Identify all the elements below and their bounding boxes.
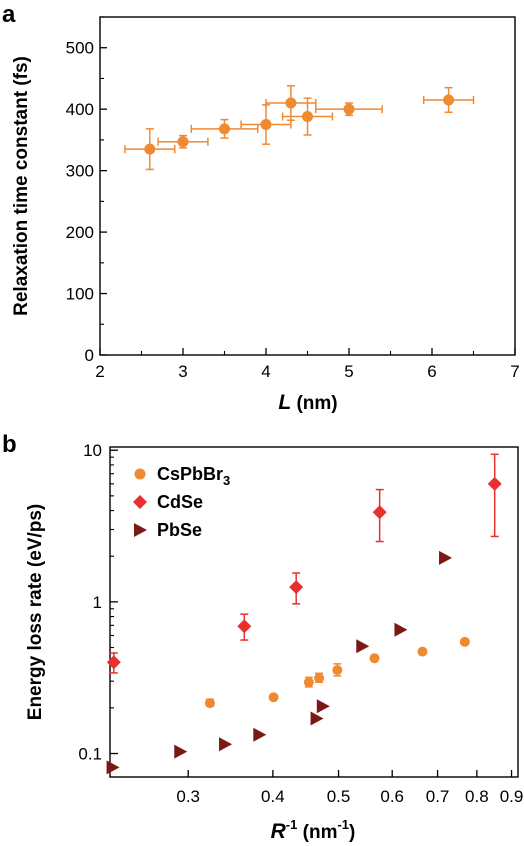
data-point-diamond (289, 580, 304, 595)
panel-a-axes: 2 3 4 5 6 7 0 100 200 300 400 500 (66, 16, 520, 381)
x-tick-label: 3 (178, 362, 187, 381)
panel-b-data (106, 453, 502, 775)
panel-b-plot-frame (109, 446, 519, 778)
x-tick-label: 0.7 (426, 787, 450, 806)
legend-marker-cspbbr3 (134, 468, 146, 480)
panel-b-legend: CsPbBr3 CdSe PbSe (133, 464, 230, 540)
data-point (260, 119, 272, 131)
panel-b-xlabel: R-1 (nm-1) (271, 817, 356, 843)
panel-b-ylabel: Energy loss rate (eV/ps) (25, 504, 46, 720)
data-point (144, 143, 156, 155)
data-point-circle (314, 672, 325, 683)
y-tick-label: 500 (66, 39, 94, 58)
legend-marker-cdse (133, 495, 147, 509)
panel-a-xlabel-var: L (278, 391, 291, 414)
panel-a-xlabel-unit: (nm) (291, 393, 337, 414)
x-tick-label: 0.9 (500, 787, 524, 806)
y-tick-label: 1 (93, 593, 102, 612)
y-tick-label: 10 (83, 441, 102, 460)
x-tick-label: 0.3 (176, 787, 200, 806)
y-tick-label: 200 (66, 223, 94, 242)
data-point-diamond (372, 505, 387, 520)
data-point (343, 103, 355, 115)
y-tick-label: 300 (66, 162, 94, 181)
x-tick-label: 7 (510, 362, 519, 381)
panel-b: b 0.3 0.4 0.5 0.6 0.7 0.8 0.9 0.1 1 10 CsPbBr3 Cd… (2, 431, 523, 843)
x-tick-label: 4 (261, 362, 270, 381)
panel-a-label: a (2, 1, 16, 28)
panel-b-xlabel-var: R (271, 820, 287, 843)
data-point-triangle (394, 622, 408, 637)
x-tick-label: 0.6 (380, 787, 404, 806)
data-point-circle (459, 636, 470, 647)
x-tick-label: 0.5 (327, 787, 351, 806)
x-tick-label: 2 (95, 362, 104, 381)
data-point-diamond (106, 655, 121, 670)
data-point-triangle (219, 737, 233, 752)
panel-b-xlabel-var-sup: -1 (286, 817, 298, 832)
data-point-circle (204, 698, 215, 709)
x-tick-label: 0.4 (261, 787, 285, 806)
data-point-circle (369, 653, 380, 664)
data-point-diamond (487, 476, 502, 491)
panel-a-plot-frame (99, 16, 516, 356)
legend-marker-pbse (134, 523, 147, 537)
legend-label-cspbbr3-sub: 3 (223, 473, 230, 488)
data-point-circle (332, 665, 343, 676)
panel-b-xlabel-unit-sup: -1 (337, 817, 349, 832)
x-tick-label: 5 (344, 362, 353, 381)
data-point (177, 136, 189, 148)
x-tick-label: 0.8 (465, 787, 489, 806)
y-tick-label: 400 (66, 100, 94, 119)
data-point-diamond (237, 619, 252, 634)
data-point-circle (268, 692, 279, 703)
panel-b-label: b (2, 431, 17, 458)
data-point-triangle (174, 744, 188, 759)
data-point-triangle (439, 550, 453, 565)
panel-a-data (124, 85, 475, 171)
y-tick-label: 100 (66, 285, 94, 304)
panel-b-xlabel-unit-post: ) (349, 822, 355, 843)
data-point (219, 123, 230, 135)
data-point-triangle (253, 727, 267, 742)
y-tick-label: 0.1 (78, 745, 102, 764)
data-point-circle (417, 646, 428, 657)
panel-b-axes: 0.3 0.4 0.5 0.6 0.7 0.8 0.9 0.1 1 10 (78, 441, 523, 806)
x-tick-label: 6 (427, 362, 436, 381)
legend-label-cspbbr3: CsPbBr3 (157, 464, 230, 488)
data-point (285, 97, 297, 109)
data-point-triangle (310, 711, 324, 726)
data-point-triangle (106, 760, 120, 775)
panel-a-ylabel: Relaxation time constant (fs) (11, 56, 32, 316)
legend-label-cspbbr3-main: CsPbBr (157, 464, 223, 484)
data-point (302, 111, 313, 123)
panel-a-xlabel: L (nm) (278, 391, 337, 414)
data-point-triangle (356, 639, 370, 654)
legend-label-pbse: PbSe (157, 520, 202, 540)
data-point-circle (303, 677, 314, 688)
data-point (443, 94, 455, 106)
y-tick-label: 0 (85, 346, 94, 365)
data-point-triangle (316, 699, 330, 714)
panel-b-xlabel-unit-pre: (nm (297, 822, 337, 843)
legend-label-cdse: CdSe (157, 492, 203, 512)
panel-a: a 2 3 4 5 6 7 0 100 200 300 400 500 Relaxation time… (2, 1, 520, 414)
